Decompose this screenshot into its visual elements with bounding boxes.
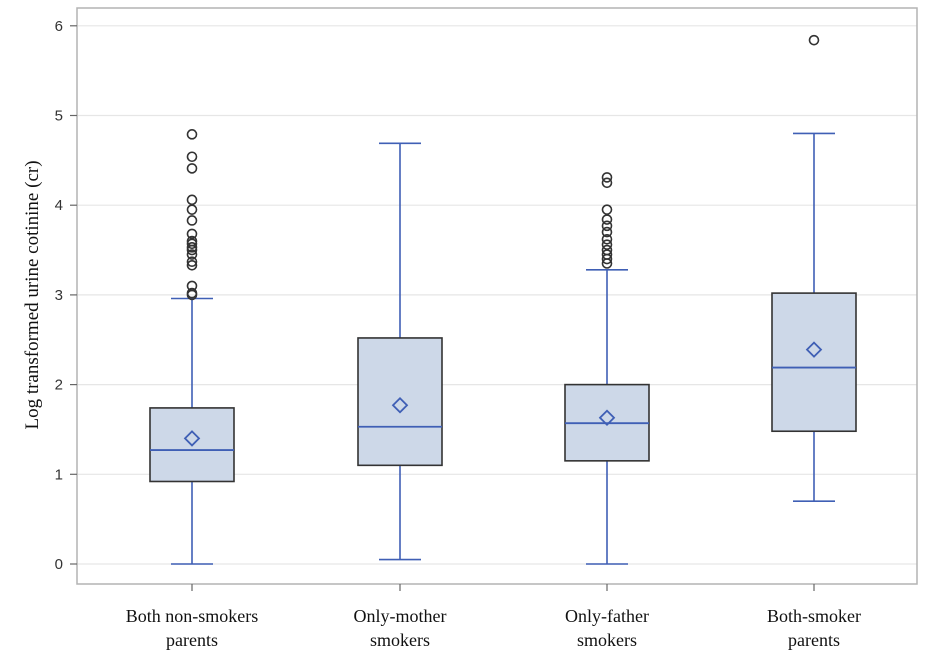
box-group [149,129,235,565]
outlier-point [186,194,198,206]
outlier-point [601,226,613,238]
outlier-point [601,233,613,245]
y-tick-label: 1 [55,466,63,483]
y-tick-label: 2 [55,377,63,394]
x-category-label-line: Only-father [565,606,649,626]
outlier-point [186,204,198,215]
outlier-point [186,163,198,174]
boxes [149,34,857,565]
y-tick-label: 4 [55,197,63,214]
outlier-point [601,249,613,260]
outlier-point [601,177,613,189]
outlier-point [186,249,198,260]
x-category-label-line: Both non-smokers [126,606,259,626]
x-category-label: Both-smoker parents [767,606,861,650]
y-tick-label: 0 [55,556,63,573]
box-group [564,172,650,565]
outlier-point [808,34,820,46]
outlier-point [186,215,198,226]
y-tick-label: 3 [55,287,63,304]
plot-area-frame [76,7,918,585]
x-category-label: Only-father smokers [565,606,649,650]
outlier-point [601,239,613,250]
iqr-box [771,292,857,433]
x-category-label-line: Both-smoker [767,606,861,626]
mean-marker [805,341,823,358]
x-axis: Both non-smokers parents Only-mother smoker… [126,584,861,650]
x-category-label-line: smokers [370,630,430,650]
mean-marker [183,430,201,447]
y-axis: 0 1 2 3 4 5 6 [55,18,77,573]
x-category-label: Only-mother smokers [354,606,447,650]
outlier-point [186,151,198,163]
outlier-point [186,256,198,268]
x-category-label-line: Only-mother [354,606,447,626]
x-category-label-line: parents [166,630,218,650]
x-category-label-line: smokers [577,630,637,650]
y-tick-label: 6 [55,18,63,35]
y-tick-label: 5 [55,108,63,125]
outlier-point [601,172,613,183]
outlier-point [186,259,198,271]
box-group [771,34,857,503]
box-group [357,142,443,561]
outlier-point [186,280,198,292]
mean-marker [598,409,616,427]
iqr-box [357,337,443,467]
outlier-point [601,214,613,225]
outlier-point [186,235,198,247]
outlier-point [186,287,198,299]
outlier-point [186,129,198,140]
outlier-point [186,228,198,240]
y-axis-title: Log transformed urine cotinine (cr) [22,160,43,429]
x-category-label: Both non-smokers parents [126,606,259,650]
outlier-point [601,244,613,256]
outlier-point [601,220,613,232]
outlier-point [601,204,613,215]
outlier-point [186,242,198,253]
mean-marker [391,396,409,414]
x-category-label-line: parents [788,630,840,650]
